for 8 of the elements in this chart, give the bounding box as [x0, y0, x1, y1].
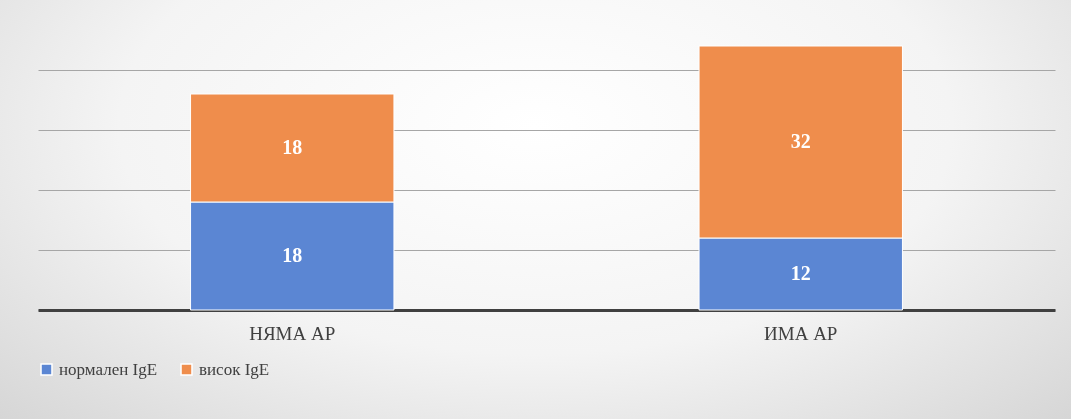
data-label: 18	[282, 136, 303, 158]
data-label: 18	[282, 244, 303, 266]
x-tick-label: ИМА АР	[764, 322, 838, 344]
legend-label: висок IgE	[199, 359, 270, 379]
x-tick-label: НЯМА АР	[249, 322, 336, 344]
legend-label: нормален IgE	[59, 359, 158, 379]
data-label: 12	[790, 262, 811, 284]
data-label: 32	[790, 130, 811, 152]
